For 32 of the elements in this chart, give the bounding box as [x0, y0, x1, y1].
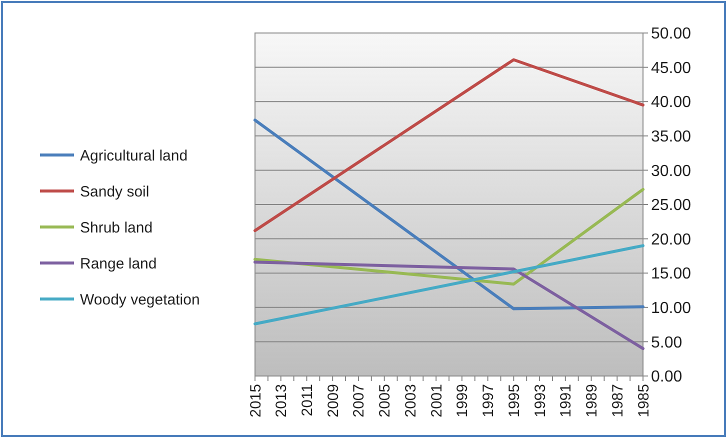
y-tick-label: 40.00 [651, 94, 692, 112]
y-tick-label: 50.00 [651, 26, 692, 43]
x-tick-label: 2013 [273, 384, 290, 418]
x-tick-label: 2005 [376, 384, 394, 418]
x-tick-label: 1993 [532, 384, 549, 418]
x-tick-label: 1987 [609, 384, 626, 418]
x-tick-label: 2011 [298, 384, 316, 416]
legend-label: Agricultural land [80, 147, 188, 164]
y-tick-label: 25.00 [651, 197, 692, 214]
legend-label: Sandy soil [80, 183, 150, 200]
x-tick-label: 1995 [506, 384, 523, 418]
x-tick-label: 2015 [247, 384, 264, 418]
x-tick-label: 1989 [584, 384, 601, 418]
x-tick-label: 1999 [454, 384, 472, 418]
legend-label: Shrub land [80, 219, 153, 236]
legend-label: Range land [80, 255, 157, 272]
y-tick-label: 35.00 [651, 128, 692, 146]
y-tick-label: 20.00 [651, 231, 692, 248]
y-tick-label: 30.00 [651, 162, 692, 180]
x-tick-label: 1985 [635, 384, 652, 418]
y-tick-label: 45.00 [651, 60, 692, 77]
y-tick-label: 0.00 [651, 368, 682, 386]
y-tick-label: 10.00 [651, 300, 692, 317]
legend-label: Woody vegetation [80, 291, 200, 308]
x-tick-label: 2007 [350, 384, 368, 418]
y-tick-label: 5.00 [651, 334, 682, 352]
x-tick-label: 1991 [558, 384, 575, 418]
x-tick-label: 1997 [480, 384, 498, 418]
x-tick-label: 2009 [324, 384, 342, 418]
x-tick-label: 2001 [428, 384, 446, 418]
x-tick-label: 2003 [402, 384, 420, 418]
y-tick-label: 15.00 [651, 266, 692, 283]
